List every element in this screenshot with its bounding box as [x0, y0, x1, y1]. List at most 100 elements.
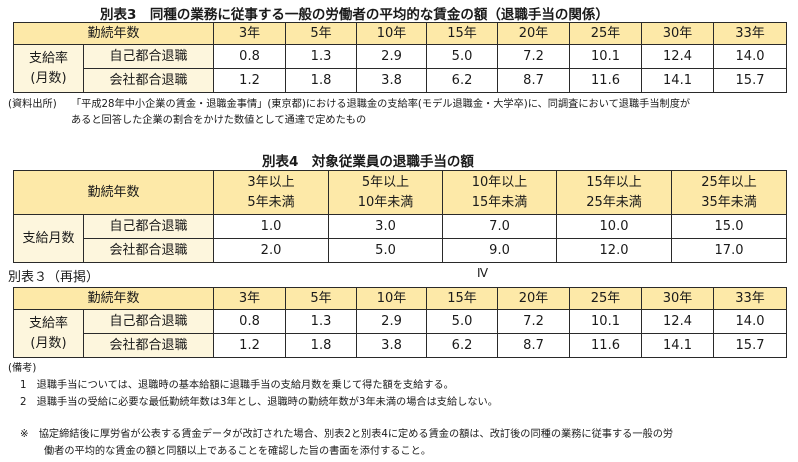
- range-to: 5年未満: [247, 194, 295, 210]
- value-cell: 15.0: [671, 214, 788, 239]
- table3-repost-title: 別表３（再掲）: [8, 270, 100, 285]
- value-cell: 7.0: [442, 214, 558, 239]
- year-header: 10年: [356, 22, 428, 45]
- range-from: 15年以上: [586, 174, 642, 190]
- value-cell: 1.0: [213, 214, 330, 239]
- value-cell: 7.2: [497, 309, 571, 334]
- source-note-line1: 「平成28年中小企業の賃金・退職金事情」(東京都)における退職金の支給率(モデル…: [71, 99, 691, 110]
- value-cell: 1.2: [213, 333, 287, 358]
- value-cell: 1.3: [285, 309, 358, 334]
- value-cell: 12.4: [641, 309, 715, 334]
- row-label: 自己都合退職: [82, 309, 215, 334]
- group-label: 支給月数: [13, 214, 84, 263]
- value-cell: 1.8: [285, 68, 358, 93]
- group-label: 支給率 (月数): [13, 309, 84, 358]
- table4: 勤続年数 3年以上 5年未満 5年以上 10年未満 10年以上 15年未満 15年以上…: [12, 170, 788, 263]
- value-cell: 1.8: [285, 333, 358, 358]
- value-cell: 11.6: [569, 68, 643, 93]
- value-cell: 10.1: [569, 44, 643, 69]
- group-label-line2: (月数): [30, 335, 67, 351]
- value-cell: 7.2: [497, 44, 571, 69]
- value-cell: 17.0: [671, 238, 788, 263]
- range-to: 10年未満: [357, 194, 414, 210]
- year-header: 15年: [426, 22, 499, 45]
- value-cell: 1.2: [213, 68, 287, 93]
- group-label-line1: 支給率: [28, 315, 68, 331]
- range-header: 3年以上 5年未満: [213, 170, 330, 215]
- value-cell: 14.1: [641, 333, 715, 358]
- range-to: 25年未満: [586, 194, 642, 210]
- range-to: 15年未満: [471, 194, 528, 210]
- range-to: 35年未満: [701, 194, 757, 210]
- range-header: 10年以上 15年未満: [442, 170, 558, 215]
- value-cell: 8.7: [497, 333, 571, 358]
- range-header: 25年以上 35年未満: [671, 170, 788, 215]
- value-cell: 15.7: [713, 68, 788, 93]
- remark-note-line2: 働者の平均的な賃金の額と同額以上であることを確認した旨の書面を添付すること。: [44, 446, 432, 457]
- range-header: 5年以上 10年未満: [328, 170, 444, 215]
- value-cell: 14.0: [713, 309, 788, 334]
- range-from: 3年以上: [247, 174, 295, 190]
- source-note-line2: あると回答した企業の割合をかけた数値として通達で定めたもの: [71, 115, 367, 126]
- value-cell: 3.8: [356, 333, 428, 358]
- year-header: 3年: [213, 22, 287, 45]
- range-from: 25年以上: [701, 174, 757, 190]
- year-header: 10年: [356, 287, 428, 310]
- value-cell: 10.0: [556, 214, 673, 239]
- group-label-line1: 支給率: [28, 50, 68, 66]
- table3: 勤続年数 3年 5年 10年 15年 20年 25年 30年 33年 支給率 (…: [12, 22, 788, 93]
- value-cell: 14.1: [641, 68, 715, 93]
- value-cell: 0.8: [213, 309, 287, 334]
- header-cell: 勤続年数: [12, 22, 215, 45]
- range-from: 5年以上: [361, 174, 410, 190]
- value-cell: 1.3: [285, 44, 358, 69]
- value-cell: 14.0: [713, 44, 788, 69]
- year-header: 30年: [641, 22, 715, 45]
- value-cell: 8.7: [497, 68, 571, 93]
- row-label: 会社都合退職: [82, 333, 215, 358]
- year-header: 5年: [285, 22, 358, 45]
- remark-item-1: 1 退職手当については、退職時の基本給額に退職手当の支給月数を乗じて得た額を支給…: [20, 380, 454, 391]
- year-header: 33年: [713, 287, 788, 310]
- table4-title: 別表4 対象従業員の退職手当の額: [262, 154, 474, 170]
- year-header: 3年: [213, 287, 287, 310]
- value-cell: 2.9: [356, 44, 428, 69]
- header-cell: 勤続年数: [12, 170, 215, 215]
- row-label: 会社都合退職: [82, 238, 215, 263]
- year-header: 5年: [285, 287, 358, 310]
- value-cell: 9.0: [442, 238, 558, 263]
- value-cell: 2.9: [356, 309, 428, 334]
- remark-item-2: 2 退職手当の受給に必要な最低勤続年数は3年とし、退職時の勤続年数が3年未満の場…: [20, 397, 498, 408]
- value-cell: 0.8: [213, 44, 287, 69]
- value-cell: 5.0: [328, 238, 444, 263]
- value-cell: 5.0: [426, 309, 499, 334]
- value-cell: 5.0: [426, 44, 499, 69]
- year-header: 20年: [497, 287, 571, 310]
- source-note-label: (資料出所): [8, 99, 57, 110]
- value-cell: 2.0: [213, 238, 330, 263]
- value-cell: 3.8: [356, 68, 428, 93]
- group-label-line2: (月数): [30, 70, 67, 86]
- repost-marker: Ⅳ: [477, 266, 489, 280]
- value-cell: 12.0: [556, 238, 673, 263]
- value-cell: 6.2: [426, 68, 499, 93]
- group-label: 支給率 (月数): [13, 44, 84, 93]
- year-header: 20年: [497, 22, 571, 45]
- value-cell: 15.7: [713, 333, 788, 358]
- row-label: 自己都合退職: [82, 214, 215, 239]
- year-header: 25年: [569, 287, 643, 310]
- value-cell: 3.0: [328, 214, 444, 239]
- year-header: 25年: [569, 22, 643, 45]
- table3-repost: 勤続年数 3年 5年 10年 15年 20年 25年 30年 33年 支給率 (…: [12, 287, 788, 358]
- year-header: 15年: [426, 287, 499, 310]
- table3-title: 別表3 同種の業務に従事する一般の労働者の平均的な賃金の額（退職手当の関係）: [100, 7, 609, 23]
- remark-note-line1: ※ 協定締結後に厚労省が公表する賃金データが改訂された場合、別表2と別表4に定め…: [20, 429, 674, 440]
- year-header: 30年: [641, 287, 715, 310]
- range-from: 10年以上: [471, 174, 528, 190]
- value-cell: 12.4: [641, 44, 715, 69]
- header-cell: 勤続年数: [12, 287, 215, 310]
- year-header: 33年: [713, 22, 788, 45]
- range-header: 15年以上 25年未満: [556, 170, 673, 215]
- value-cell: 6.2: [426, 333, 499, 358]
- row-label: 会社都合退職: [82, 68, 215, 93]
